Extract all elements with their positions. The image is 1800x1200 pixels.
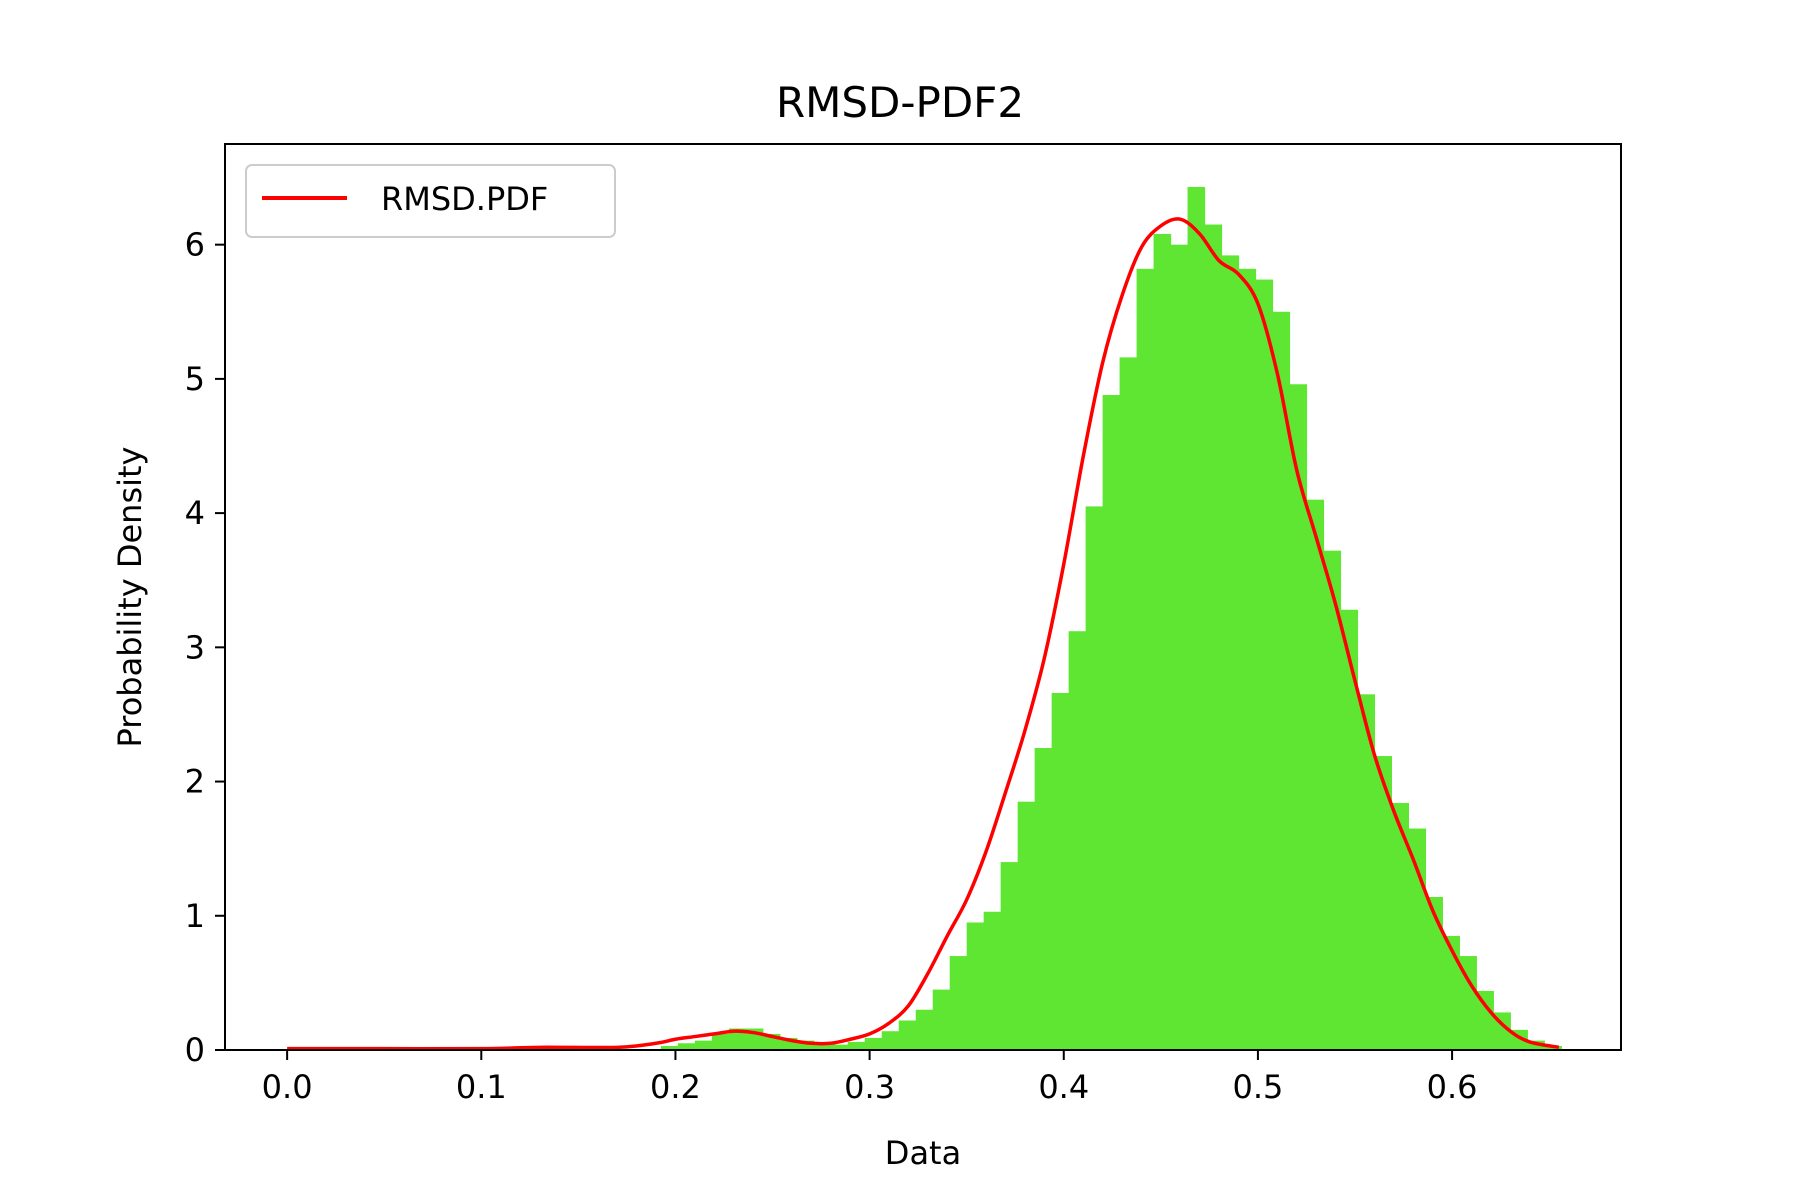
x-axis: 0.0 0.1 0.2 0.3 0.4 0.5 0.6 bbox=[262, 1050, 1478, 1106]
histogram-bar bbox=[1340, 609, 1359, 1050]
histogram-bar bbox=[1442, 935, 1460, 1050]
histogram-bar bbox=[1272, 311, 1291, 1050]
histogram-bar bbox=[1476, 990, 1494, 1050]
histogram-bar bbox=[898, 1020, 917, 1050]
histogram-bar bbox=[1102, 394, 1121, 1050]
histogram-bar bbox=[660, 1045, 679, 1050]
histogram-bar bbox=[1357, 694, 1376, 1050]
histogram-bar bbox=[1187, 186, 1206, 1050]
histogram-bar bbox=[1221, 255, 1240, 1051]
histogram-bar bbox=[813, 1043, 832, 1050]
y-axis-label: Probability Density bbox=[111, 447, 149, 748]
histogram-bar bbox=[694, 1040, 713, 1050]
histogram-bar bbox=[1255, 279, 1274, 1050]
histogram-bar bbox=[728, 1028, 747, 1050]
y-tick-label: 0 bbox=[185, 1031, 205, 1069]
histogram-bar bbox=[1119, 357, 1138, 1050]
histogram-bar bbox=[1374, 756, 1393, 1050]
y-tick-label: 6 bbox=[185, 226, 205, 264]
y-tick-label: 3 bbox=[185, 628, 205, 666]
histogram-bar bbox=[1204, 224, 1223, 1051]
histogram-bar bbox=[1085, 506, 1104, 1050]
y-tick-label: 2 bbox=[185, 763, 205, 801]
legend: RMSD.PDF bbox=[245, 164, 616, 238]
histogram-bar bbox=[1289, 384, 1308, 1050]
histogram-bar bbox=[796, 1040, 815, 1050]
histogram-bar bbox=[864, 1037, 883, 1050]
histogram-bar bbox=[949, 956, 968, 1050]
histogram-bar bbox=[677, 1043, 696, 1050]
histogram-bar bbox=[966, 922, 985, 1050]
x-tick-label: 0.0 bbox=[262, 1068, 313, 1106]
histogram-bar bbox=[932, 989, 951, 1050]
histogram-bar bbox=[1306, 499, 1325, 1050]
histogram-bar bbox=[830, 1044, 849, 1050]
histogram-bar bbox=[1238, 268, 1257, 1050]
histogram-bar bbox=[1408, 828, 1426, 1050]
histogram-bar bbox=[1459, 956, 1477, 1050]
y-tick-label: 5 bbox=[185, 360, 205, 398]
histogram-bar bbox=[1017, 801, 1036, 1050]
histogram-bar bbox=[1153, 233, 1172, 1050]
histogram-bar bbox=[1425, 896, 1443, 1050]
pdf-line bbox=[287, 217, 1560, 1051]
histogram-bar bbox=[1068, 631, 1087, 1050]
x-tick-label: 0.4 bbox=[1038, 1068, 1089, 1106]
histogram-bars bbox=[660, 186, 1562, 1051]
chart-title: RMSD-PDF2 bbox=[776, 78, 1024, 127]
legend-label: RMSD.PDF bbox=[381, 180, 548, 218]
legend-box bbox=[245, 164, 616, 238]
y-tick-label: 4 bbox=[185, 494, 205, 532]
histogram-bar bbox=[1051, 692, 1070, 1050]
histogram-bar bbox=[1000, 862, 1019, 1050]
x-axis-label: Data bbox=[885, 1134, 961, 1172]
x-tick-label: 0.2 bbox=[650, 1068, 701, 1106]
histogram-bar bbox=[1170, 244, 1189, 1050]
histogram-bar bbox=[1034, 748, 1053, 1050]
plot-frame bbox=[224, 143, 1622, 1051]
histogram-bar bbox=[915, 1009, 934, 1050]
histogram-bar bbox=[1323, 550, 1342, 1050]
histogram-bar bbox=[1136, 268, 1155, 1050]
histogram-bar bbox=[711, 1033, 730, 1050]
histogram-bar bbox=[847, 1041, 866, 1050]
x-tick-label: 0.5 bbox=[1232, 1068, 1283, 1106]
x-tick-label: 0.1 bbox=[456, 1068, 507, 1106]
x-tick-label: 0.6 bbox=[1427, 1068, 1478, 1106]
y-axis: 0 1 2 3 4 5 6 bbox=[185, 226, 225, 1069]
y-tick-label: 1 bbox=[185, 897, 205, 935]
histogram-bar bbox=[881, 1031, 900, 1050]
histogram-bar bbox=[1391, 803, 1409, 1050]
histogram-bar bbox=[983, 911, 1002, 1050]
x-tick-label: 0.3 bbox=[844, 1068, 895, 1106]
